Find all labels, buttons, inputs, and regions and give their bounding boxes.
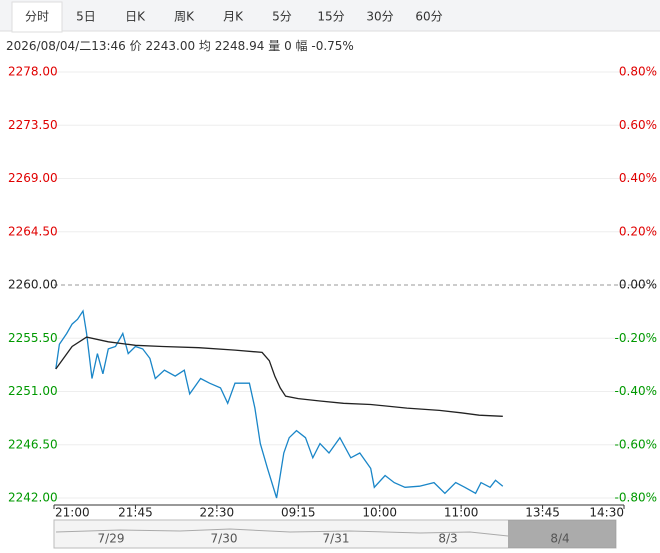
tab-active[interactable]	[11, 1, 63, 33]
info-field: 均	[199, 39, 211, 53]
x-tick-label: 21:00	[55, 506, 90, 520]
info-field: 0	[284, 39, 292, 53]
y2-tick-label: -0.60%	[615, 437, 657, 451]
info-field: 价	[130, 39, 142, 53]
y2-tick-label: -0.20%	[615, 331, 657, 345]
tab[interactable]: 月K	[223, 10, 244, 24]
y2-tick-label: -0.80%	[615, 491, 657, 505]
tab[interactable]: 日K	[125, 10, 146, 24]
x-tick-label: 10:00	[362, 506, 397, 520]
x-tick-label: 14:30	[589, 506, 624, 520]
y2-tick-label: 0.60%	[619, 118, 657, 132]
series-line	[55, 309, 504, 499]
y-tick-label: 2278.00	[8, 65, 58, 79]
tab[interactable]: 15分	[317, 10, 344, 24]
tab[interactable]: 30分	[366, 10, 393, 24]
navigator-selection[interactable]	[508, 520, 616, 548]
navigator-line	[55, 528, 509, 537]
y-tick-label: 2264.50	[8, 224, 58, 238]
y2-tick-label: 0.00%	[619, 278, 657, 292]
x-tick-label: 22:30	[200, 506, 235, 520]
navigator-label: 7/31	[323, 532, 350, 546]
x-tick-label: 11:00	[444, 506, 479, 520]
navigator-label: 7/30	[211, 532, 238, 546]
info-field: 2026/08/04/二13:46	[6, 39, 126, 53]
info-field: 2243.00	[145, 39, 195, 53]
y-tick-label: 2273.50	[8, 118, 58, 132]
y2-tick-label: 0.20%	[619, 224, 657, 238]
tab[interactable]: 5分	[272, 10, 292, 24]
navigator-label: 8/3	[438, 532, 457, 546]
y-tick-label: 2251.00	[8, 384, 58, 398]
y-tick-label: 2269.00	[8, 171, 58, 185]
x-tick-label: 09:15	[281, 506, 316, 520]
navigator-label: 8/4	[550, 532, 569, 546]
tab[interactable]: 5日	[76, 10, 96, 24]
y-tick-label: 2255.50	[8, 331, 58, 345]
info-field: -0.75%	[311, 39, 353, 53]
navigator-label: 7/29	[98, 532, 125, 546]
y2-tick-label: 0.80%	[619, 65, 657, 79]
y-tick-label: 2260.00	[8, 278, 58, 292]
info-field: 2248.94	[215, 39, 265, 53]
y2-tick-label: -0.40%	[615, 384, 657, 398]
info-line: 2026/08/04/二13:46 价 2243.00 均 2248.94 量 …	[6, 38, 354, 53]
x-tick-label: 21:45	[118, 506, 153, 520]
y-tick-label: 2246.50	[8, 437, 58, 451]
y-tick-label: 2242.00	[8, 491, 58, 505]
x-tick-label: 13:45	[525, 506, 560, 520]
y2-tick-label: 0.40%	[619, 171, 657, 185]
series-line	[55, 336, 503, 417]
tab[interactable]: 60分	[415, 10, 442, 24]
info-field: 幅	[296, 38, 308, 53]
tab[interactable]: 分时	[25, 10, 49, 24]
info-field: 量	[268, 39, 280, 53]
tab[interactable]: 周K	[174, 10, 195, 24]
tab-bar	[0, 0, 660, 31]
